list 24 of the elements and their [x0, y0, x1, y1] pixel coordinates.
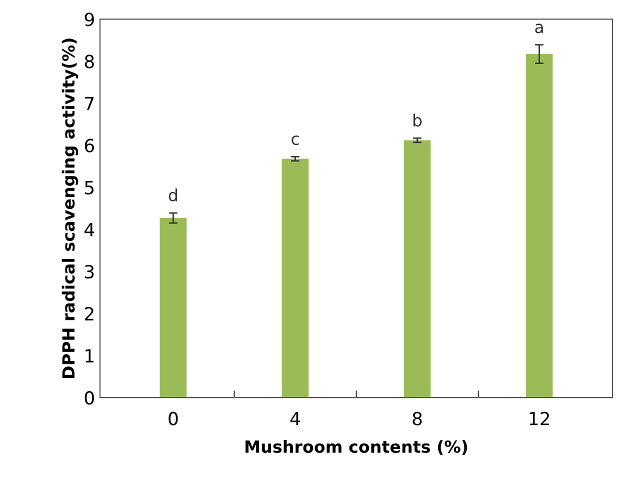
bar — [404, 140, 431, 398]
y-tick-label: 9 — [84, 12, 94, 26]
y-tick-label: 8 — [84, 54, 94, 68]
x-tick-label: 0 — [168, 412, 178, 426]
x-tick-label: 8 — [412, 412, 422, 426]
annotation: d — [168, 188, 177, 202]
x-axis-title: Mushroom contents (%) — [246, 440, 468, 455]
bar — [526, 54, 553, 398]
y-tick-label: 7 — [85, 96, 94, 110]
y-tick-label: 5 — [85, 181, 94, 194]
y-tick-label: 3 — [85, 264, 94, 279]
y-axis-title: DPPH radical scavenging activity(%) — [62, 38, 78, 378]
annotation: b — [413, 114, 422, 127]
y-tick-label: 2 — [84, 306, 94, 320]
y-tick-label: 4 — [84, 223, 94, 236]
x-tick-label: 12 — [530, 412, 549, 426]
x-tick-label: 4 — [290, 412, 300, 426]
annotation: c — [292, 136, 299, 146]
bar — [160, 218, 187, 398]
y-tick-label: 0 — [84, 391, 94, 405]
y-tick-label: 1 — [86, 349, 94, 362]
y-tick-label: 6 — [84, 138, 94, 152]
annotation: a — [535, 24, 543, 34]
bar — [282, 158, 309, 398]
